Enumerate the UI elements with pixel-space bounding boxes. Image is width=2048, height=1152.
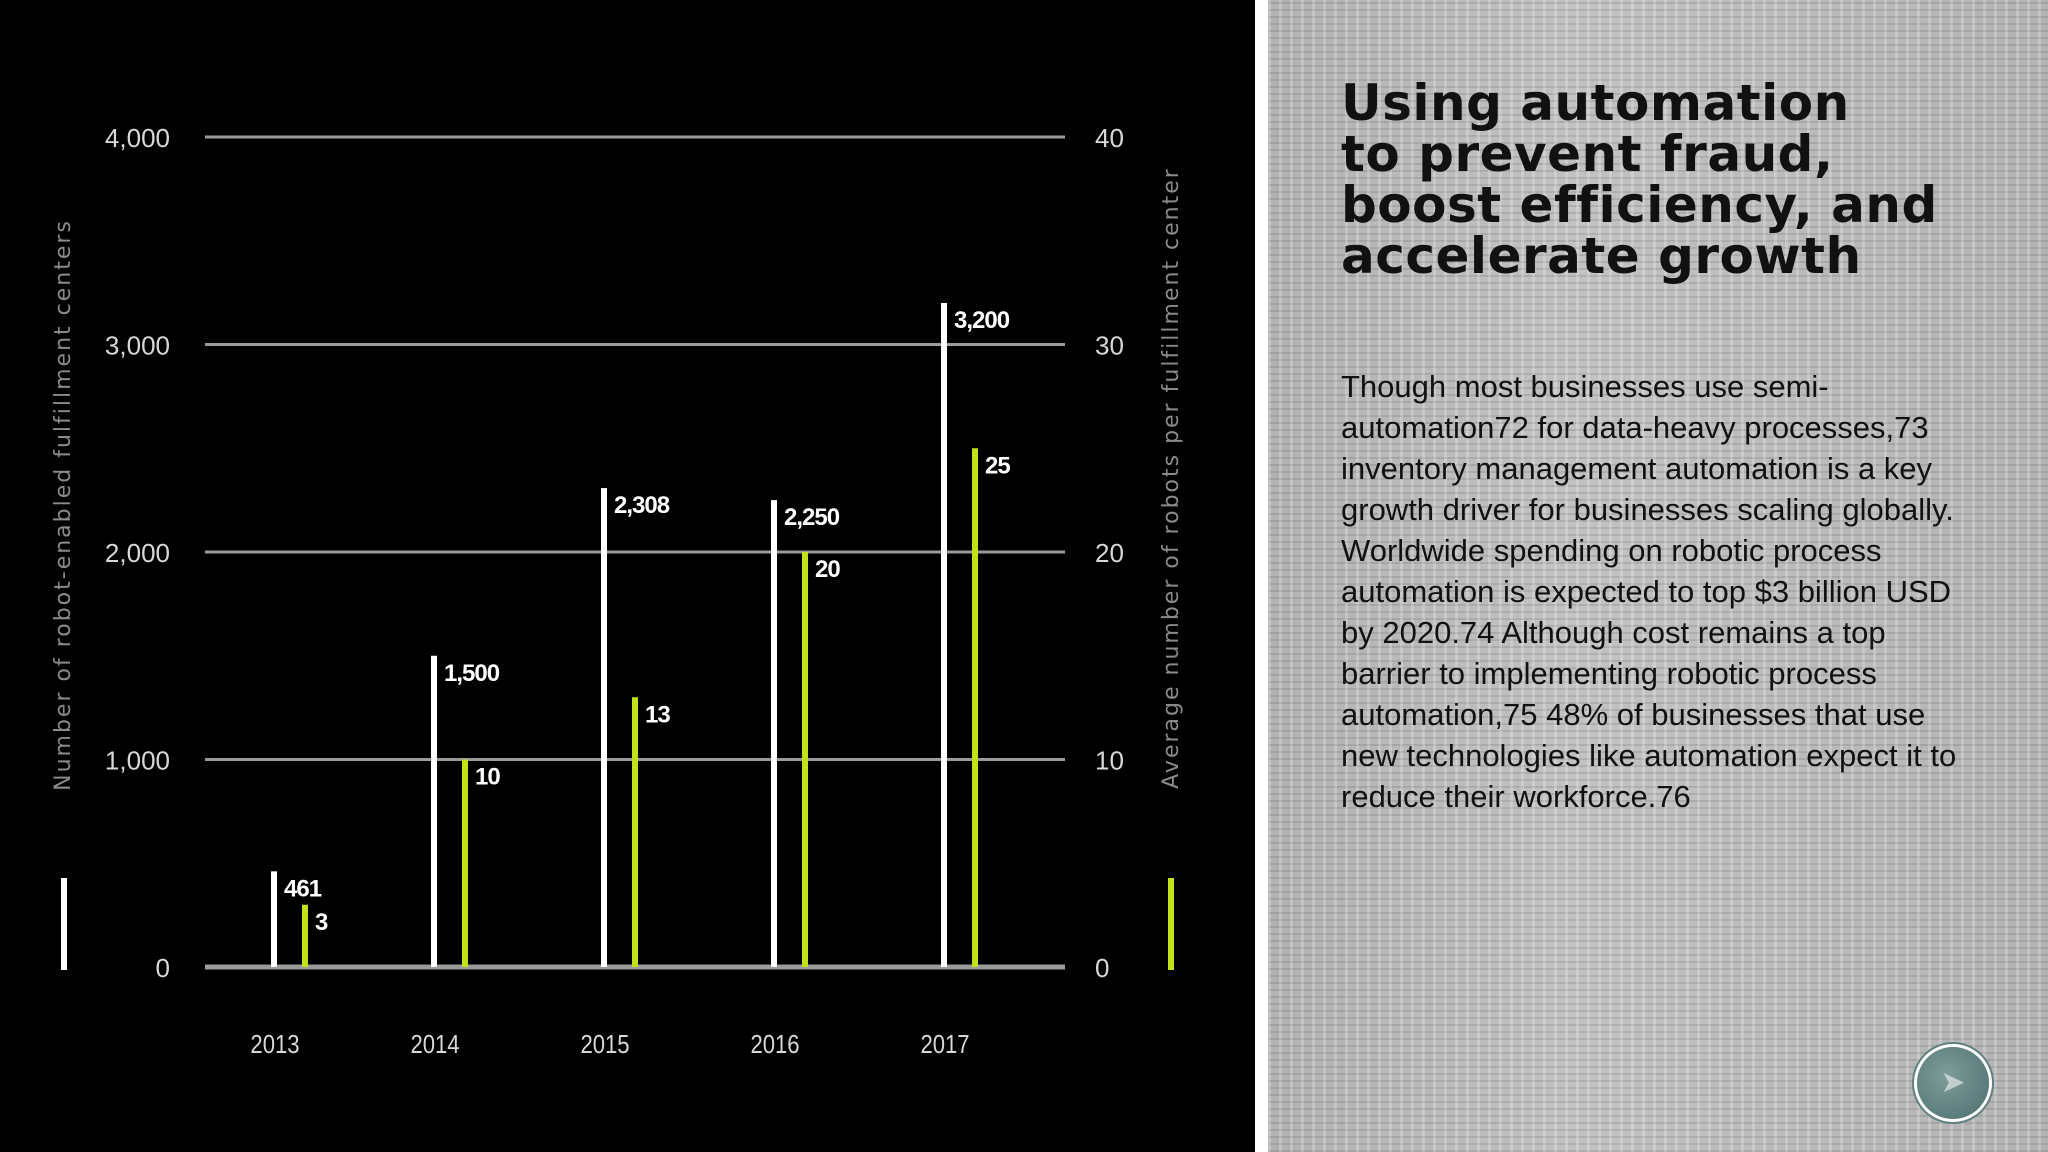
forward-arrow-icon: ➤ bbox=[1940, 1065, 1966, 1100]
left-axis-tick-label: 4,000 bbox=[105, 123, 170, 153]
bar-robots-per-center bbox=[802, 552, 808, 967]
bar-fulfillment-centers bbox=[431, 655, 437, 967]
data-label: 10 bbox=[475, 764, 500, 791]
bar-fulfillment-centers bbox=[941, 303, 947, 967]
data-label: 13 bbox=[645, 701, 670, 728]
left-axis-tick-label: 0 bbox=[156, 953, 170, 983]
legend-swatch-robots-per-center bbox=[1168, 878, 1174, 970]
bar-fulfillment-centers bbox=[601, 488, 607, 967]
data-label: 2,250 bbox=[784, 504, 840, 531]
x-axis-tick-label: 2015 bbox=[580, 1030, 629, 1059]
data-label: 3,200 bbox=[954, 307, 1010, 334]
right-axis-tick-label: 30 bbox=[1095, 331, 1124, 361]
legend-swatch-fulfillment-centers bbox=[61, 878, 67, 970]
data-label: 1,500 bbox=[444, 660, 500, 687]
x-axis-tick-label: 2016 bbox=[750, 1030, 799, 1059]
bar-fulfillment-centers bbox=[771, 500, 777, 967]
data-label: 3 bbox=[315, 909, 328, 936]
right-axis-tick-label: 20 bbox=[1095, 538, 1124, 568]
right-axis-tick-label: 0 bbox=[1095, 953, 1109, 983]
text-card: Using automation to prevent fraud, boost… bbox=[1268, 0, 2008, 1152]
chart-panel: 0 0 1,000 10 2,000 20 3,000 30 4,000 40 2013 2014 20… bbox=[0, 0, 1255, 1152]
left-axis-tick-label: 2,000 bbox=[105, 538, 170, 568]
data-label: 20 bbox=[815, 556, 840, 583]
x-axis-tick-label: 2017 bbox=[920, 1030, 969, 1059]
x-axis-tick-label: 2014 bbox=[410, 1030, 459, 1059]
slide-body-text: Though most businesses use semi-automati… bbox=[1341, 369, 1957, 814]
right-axis-title: Average number of robots per fulfillment… bbox=[1159, 167, 1184, 789]
right-axis-tick-label: 10 bbox=[1095, 746, 1124, 776]
bar-robots-per-center bbox=[302, 904, 308, 967]
text-panel-background bbox=[1268, 0, 2048, 1152]
data-label: 2,308 bbox=[614, 492, 670, 519]
bar-fulfillment-centers bbox=[271, 871, 277, 967]
next-slide-button[interactable]: ➤ bbox=[1917, 1047, 1989, 1119]
left-axis-tick-label: 1,000 bbox=[105, 746, 170, 776]
data-label: 461 bbox=[284, 875, 322, 902]
left-axis-tick-label: 3,000 bbox=[105, 331, 170, 361]
x-axis-tick-label: 2013 bbox=[250, 1030, 299, 1059]
bar-robots-per-center bbox=[632, 697, 638, 967]
right-axis-tick-label: 40 bbox=[1095, 123, 1124, 153]
data-label: 25 bbox=[985, 452, 1010, 479]
bar-robots-per-center bbox=[972, 448, 978, 967]
left-axis-title: Number of robot-enabled fulfillment cent… bbox=[51, 219, 76, 791]
slide-title: Using automation to prevent fraud, boost… bbox=[1341, 74, 1938, 285]
bar-robots-per-center bbox=[462, 759, 468, 967]
